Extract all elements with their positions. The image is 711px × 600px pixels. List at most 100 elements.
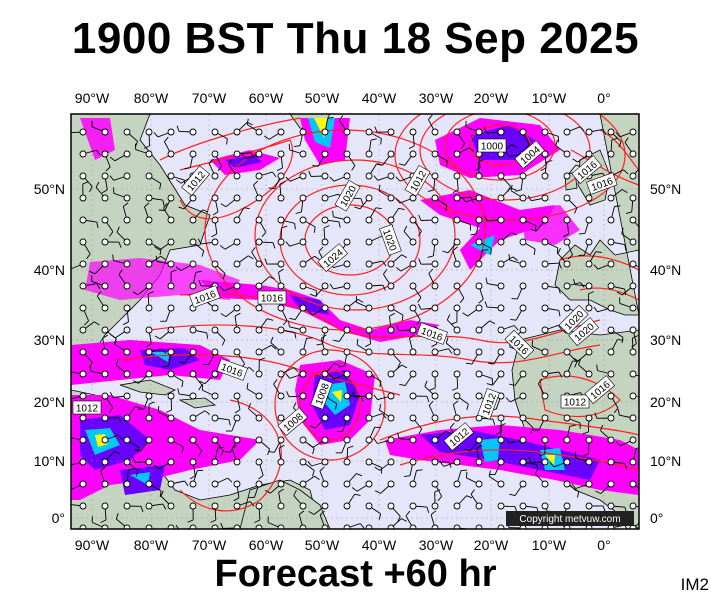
wind-station-circle <box>299 128 307 136</box>
wind-barb-feather <box>389 312 396 317</box>
wind-barb-feather <box>94 321 100 326</box>
wind-barb-feather <box>623 169 629 175</box>
wind-station-circle <box>585 194 593 202</box>
isobar-label-text: 1012 <box>564 398 587 409</box>
wind-station-circle <box>299 370 307 378</box>
wind-barb-feather <box>431 343 438 348</box>
wind-station-circle <box>475 172 483 180</box>
wind-barb-feather <box>351 165 356 171</box>
wind-barb-feather <box>316 343 323 346</box>
wind-station-circle <box>101 326 109 334</box>
wind-station-circle <box>497 524 505 529</box>
wind-station-circle <box>431 392 439 400</box>
wind-station-circle <box>629 128 637 136</box>
wind-barb-feather <box>578 232 586 235</box>
wind-station-circle <box>519 436 527 444</box>
wind-station-circle <box>299 326 307 334</box>
wind-barb-feather <box>356 338 359 345</box>
wind-station-circle <box>101 348 109 356</box>
wind-station-circle <box>541 128 549 136</box>
wind-station-circle <box>277 326 285 334</box>
wind-barb-feather <box>373 175 379 181</box>
wind-station-circle <box>497 414 505 422</box>
wind-barb-feather <box>508 254 511 261</box>
wind-station-circle <box>145 348 153 356</box>
wind-station-circle <box>607 370 615 378</box>
wind-barb-feather <box>147 291 154 295</box>
wind-station-circle <box>343 480 351 488</box>
wind-barb-feather <box>426 506 430 514</box>
wind-station-circle <box>123 304 131 312</box>
wind-barb-feather <box>451 387 458 391</box>
wind-station-circle <box>101 150 109 158</box>
wind-barb-feather <box>383 269 388 275</box>
wind-barb-feather <box>464 448 471 452</box>
wind-station-circle <box>79 524 87 529</box>
wind-station-circle <box>453 348 461 356</box>
wind-station-circle <box>189 326 197 334</box>
wind-station-circle <box>167 502 175 510</box>
wind-station-circle <box>101 238 109 246</box>
wind-barb-feather <box>199 380 206 385</box>
wind-station-circle <box>365 172 373 180</box>
wind-station-circle <box>233 128 241 136</box>
wind-station-circle <box>541 260 549 268</box>
wind-barb-feather <box>450 422 455 428</box>
wind-station-circle <box>607 392 615 400</box>
wind-station-circle <box>123 436 131 444</box>
wind-station-circle <box>255 128 263 136</box>
wind-barb-feather <box>470 489 475 495</box>
wind-station-circle <box>145 480 153 488</box>
wind-barb-feather <box>476 444 483 449</box>
wind-station-circle <box>365 326 373 334</box>
wind-barb-feather <box>68 499 70 505</box>
wind-barb-feather <box>615 441 621 447</box>
wind-station-circle <box>365 216 373 224</box>
wind-station-circle <box>321 414 329 422</box>
map-frame <box>70 113 640 530</box>
wind-station-circle <box>453 326 461 334</box>
wind-station-circle <box>145 282 153 290</box>
wind-barb-feather <box>602 505 606 512</box>
wind-barb-feather <box>249 501 255 507</box>
wind-station-circle <box>563 128 571 136</box>
wind-barb-feather <box>118 241 122 248</box>
wind-station-circle <box>585 480 593 488</box>
wind-barb-feather <box>442 250 449 254</box>
wind-station-circle <box>145 392 153 400</box>
wind-barb-feather <box>418 214 422 221</box>
wind-barb-feather <box>258 475 264 480</box>
lon-label: 40°W <box>362 537 397 553</box>
wind-barb-feather <box>109 175 115 181</box>
wind-station-circle <box>321 348 329 356</box>
wind-station-circle <box>299 194 307 202</box>
wind-station-circle <box>145 326 153 334</box>
wind-station-circle <box>475 392 483 400</box>
wind-station-circle <box>497 370 505 378</box>
wind-station-circle <box>167 172 175 180</box>
wind-station-circle <box>167 370 175 378</box>
wind-barb-feather <box>220 522 224 529</box>
wind-station-circle <box>211 502 219 510</box>
lat-label: 10°N <box>34 453 65 469</box>
wind-station-circle <box>409 370 417 378</box>
wind-station-circle <box>145 458 153 466</box>
wind-barb-feather <box>644 519 649 522</box>
wind-station-circle <box>409 524 417 529</box>
wind-station-circle <box>255 436 263 444</box>
wind-barb-feather <box>253 180 259 186</box>
wind-station-circle <box>79 458 87 466</box>
wind-station-circle <box>101 436 109 444</box>
wind-barb-feather <box>452 246 458 251</box>
lon-label: 60°W <box>249 90 284 106</box>
wind-station-circle <box>167 260 175 268</box>
wind-barb-feather <box>445 205 448 212</box>
wind-barb-feather <box>382 285 386 291</box>
wind-barb-feather <box>515 189 522 192</box>
wind-barb-feather <box>528 456 532 463</box>
wind-barb-feather <box>499 423 506 427</box>
wind-station-circle <box>519 370 527 378</box>
wind-station-circle <box>409 326 417 334</box>
wind-barb-feather <box>427 189 434 193</box>
